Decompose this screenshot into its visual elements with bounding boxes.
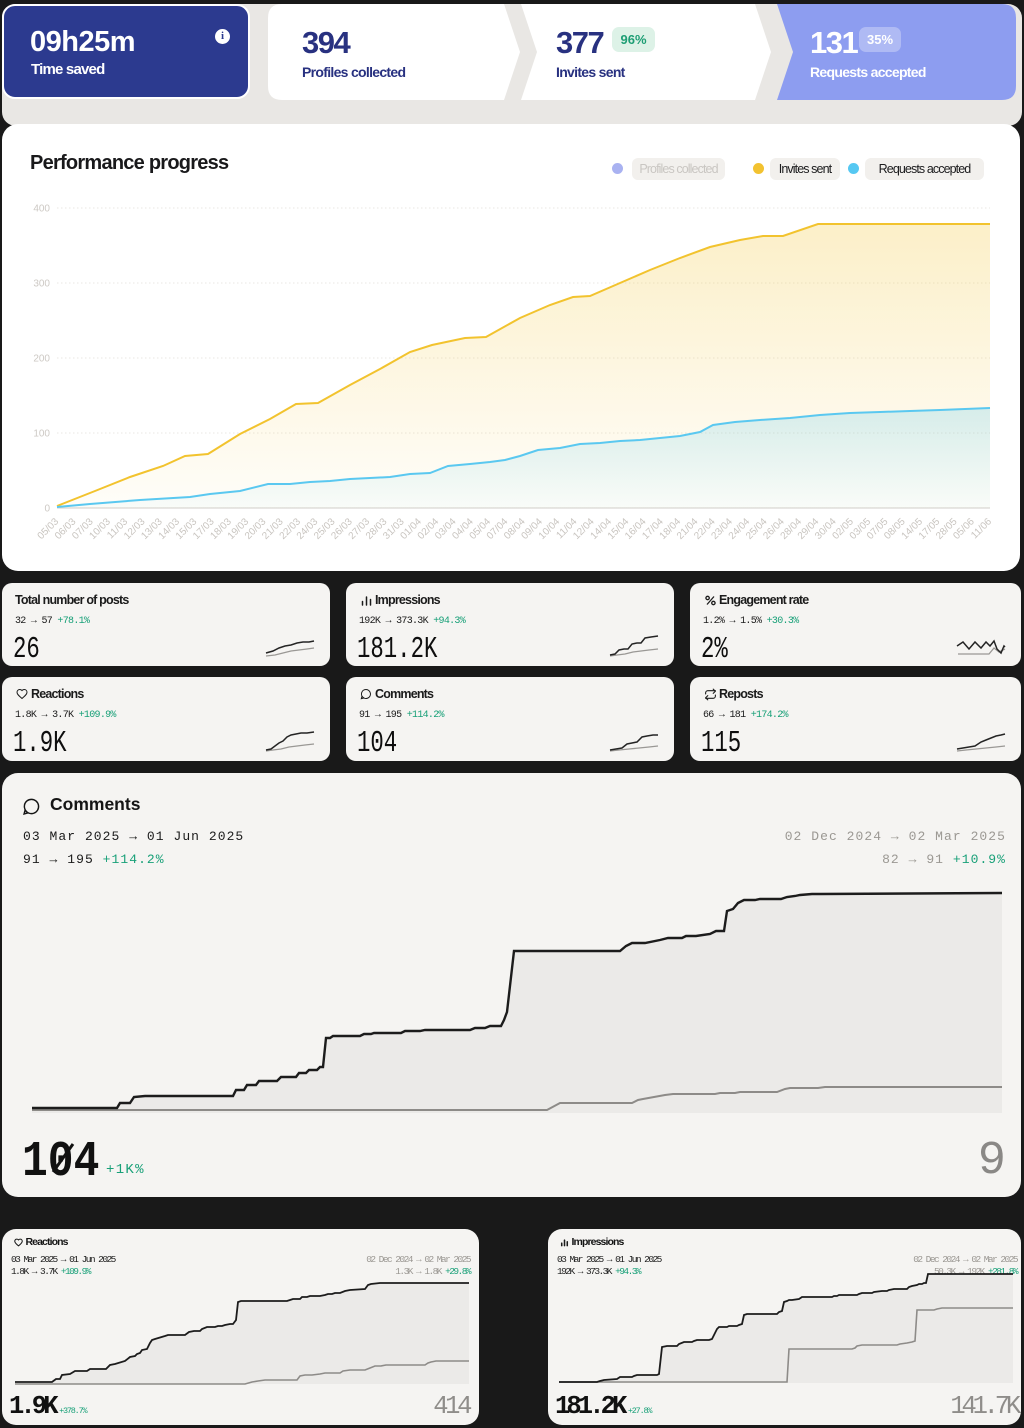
svg-text:11/06: 11/06	[969, 516, 994, 541]
svg-text:100: 100	[33, 429, 50, 440]
svg-text:0: 0	[44, 504, 50, 515]
svg-text:200: 200	[33, 354, 50, 365]
svg-text:300: 300	[33, 279, 50, 290]
svg-text:400: 400	[33, 204, 50, 215]
